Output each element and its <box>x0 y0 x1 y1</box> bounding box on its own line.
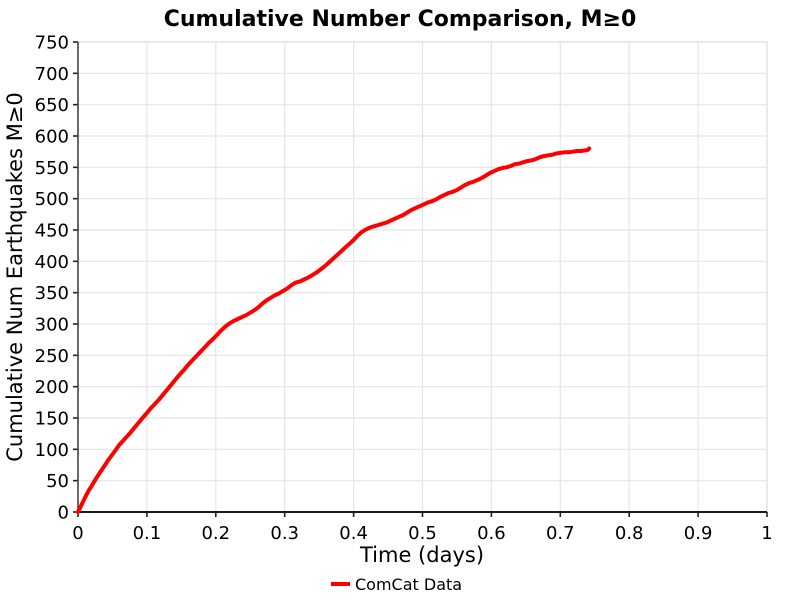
data-line-comcat-data <box>76 146 592 514</box>
y-axis-label: Cumulative Num Earthquakes M≥0 <box>3 92 27 462</box>
x-tick-label: 0.6 <box>477 523 506 544</box>
series-layer <box>76 146 592 514</box>
x-tick-label: 0.4 <box>339 523 368 544</box>
grid-layer <box>78 41 768 512</box>
y-tick-label: 400 <box>35 252 69 273</box>
x-tick-label: 0 <box>72 523 83 544</box>
y-tick-label: 650 <box>35 95 69 116</box>
y-tick-label: 550 <box>35 158 69 179</box>
y-tick-label: 450 <box>35 221 69 242</box>
x-tick-label: 0.8 <box>615 523 644 544</box>
chart-title: Cumulative Number Comparison, M≥0 <box>164 7 637 32</box>
legend-label: ComCat Data <box>355 575 462 594</box>
y-tick-label: 300 <box>35 315 69 336</box>
x-axis-label: Time (days) <box>359 543 484 567</box>
x-tick-label: 0.3 <box>270 523 299 544</box>
x-tick-label: 0.7 <box>546 523 575 544</box>
y-tick-label: 600 <box>35 127 69 148</box>
x-tick-label: 0.5 <box>408 523 437 544</box>
y-tick-label: 500 <box>35 189 69 210</box>
y-tick-label: 150 <box>35 409 69 430</box>
legend: ComCat Data <box>331 575 462 594</box>
y-tick-label: 100 <box>35 440 69 461</box>
y-tick-label: 0 <box>58 503 69 524</box>
tick-layer: 0 50 100 150 200 250 300 350 400 450 500 550 600 650 7… <box>35 33 773 545</box>
y-tick-label: 700 <box>35 64 69 85</box>
x-tick-label: 1 <box>761 523 772 544</box>
y-tick-label: 250 <box>35 346 69 367</box>
x-tick-label: 0.2 <box>201 523 230 544</box>
x-tick-label: 0.1 <box>133 523 162 544</box>
y-tick-label: 750 <box>35 33 69 54</box>
y-tick-label: 350 <box>35 283 69 304</box>
y-tick-label: 200 <box>35 377 69 398</box>
x-tick-label: 0.9 <box>684 523 713 544</box>
y-tick-label: 50 <box>46 471 69 492</box>
